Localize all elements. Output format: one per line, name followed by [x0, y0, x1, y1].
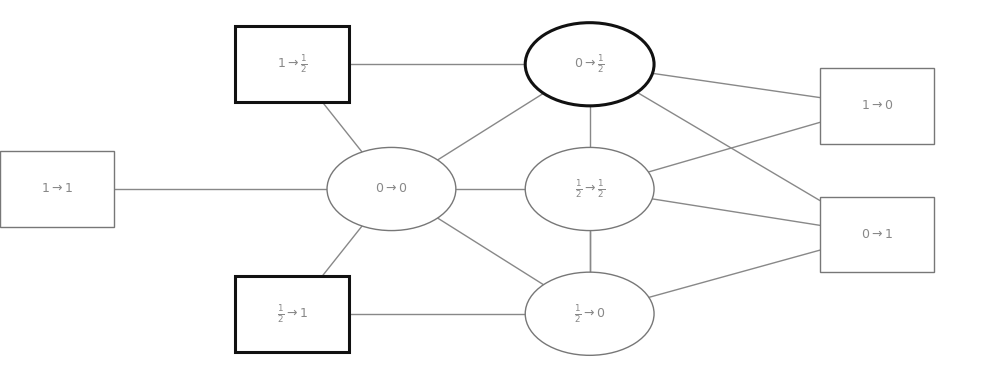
Text: $0 \to 1$: $0 \to 1$: [861, 228, 893, 241]
FancyBboxPatch shape: [821, 68, 934, 144]
Ellipse shape: [525, 23, 654, 106]
Text: $\frac{1}{2} \to 0$: $\frac{1}{2} \to 0$: [574, 303, 606, 325]
FancyBboxPatch shape: [236, 276, 349, 352]
Text: $0 \to \frac{1}{2}$: $0 \to \frac{1}{2}$: [574, 53, 606, 75]
Text: $\frac{1}{2} \to \frac{1}{2}$: $\frac{1}{2} \to \frac{1}{2}$: [575, 178, 605, 200]
FancyBboxPatch shape: [236, 26, 349, 102]
Text: $\frac{1}{2} \to 1$: $\frac{1}{2} \to 1$: [276, 303, 308, 325]
Ellipse shape: [525, 272, 654, 355]
FancyBboxPatch shape: [1, 151, 115, 227]
Text: $0 \to 0$: $0 \to 0$: [376, 183, 407, 195]
Text: $1 \to 1$: $1 \to 1$: [42, 183, 73, 195]
Ellipse shape: [525, 147, 654, 231]
Ellipse shape: [327, 147, 456, 231]
Text: $1 \to \frac{1}{2}$: $1 \to \frac{1}{2}$: [276, 53, 308, 75]
FancyBboxPatch shape: [821, 197, 934, 272]
Text: $1 \to 0$: $1 \to 0$: [861, 99, 893, 112]
